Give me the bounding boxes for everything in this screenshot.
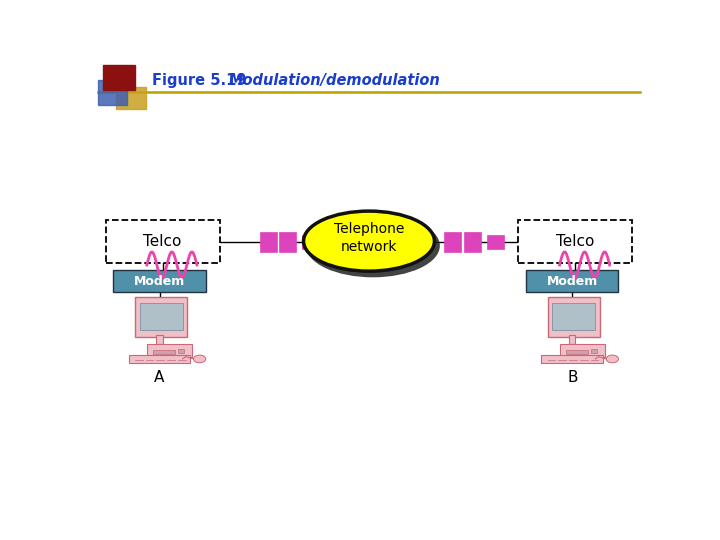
Bar [560, 343, 605, 357]
Ellipse shape [304, 211, 434, 271]
Bar [279, 232, 296, 252]
Bar [148, 343, 192, 357]
Bar [178, 349, 184, 353]
Bar [98, 80, 127, 105]
Bar [526, 271, 618, 292]
Bar [156, 335, 163, 345]
Text: Modem: Modem [134, 275, 185, 288]
Bar [117, 87, 145, 109]
Text: Modulation/demodulation: Modulation/demodulation [229, 73, 441, 87]
Text: Telco: Telco [143, 234, 182, 248]
Bar [140, 303, 183, 330]
Bar [552, 303, 595, 330]
Bar [566, 350, 588, 354]
Ellipse shape [606, 355, 618, 363]
Text: Modem: Modem [546, 275, 598, 288]
Bar [153, 350, 175, 354]
Text: 01101: 01101 [140, 298, 179, 311]
Bar [106, 220, 220, 262]
Text: 01101: 01101 [552, 298, 592, 311]
Text: A: A [154, 370, 165, 386]
Bar [548, 296, 600, 336]
Bar [102, 65, 135, 90]
Ellipse shape [194, 355, 206, 363]
Text: B: B [567, 370, 577, 386]
Bar [464, 232, 481, 252]
Bar [302, 235, 319, 249]
Bar [487, 235, 504, 249]
Bar [444, 232, 462, 252]
Bar [590, 349, 597, 353]
Ellipse shape [306, 214, 440, 278]
Text: Telco: Telco [556, 234, 595, 248]
Bar [570, 335, 575, 345]
Bar [113, 271, 206, 292]
Text: Figure 5.19: Figure 5.19 [152, 73, 246, 87]
Bar [260, 232, 276, 252]
Bar [129, 355, 190, 363]
Bar [518, 220, 632, 262]
Bar [541, 355, 603, 363]
Bar [135, 296, 187, 336]
Text: Telephone
network: Telephone network [334, 222, 404, 254]
